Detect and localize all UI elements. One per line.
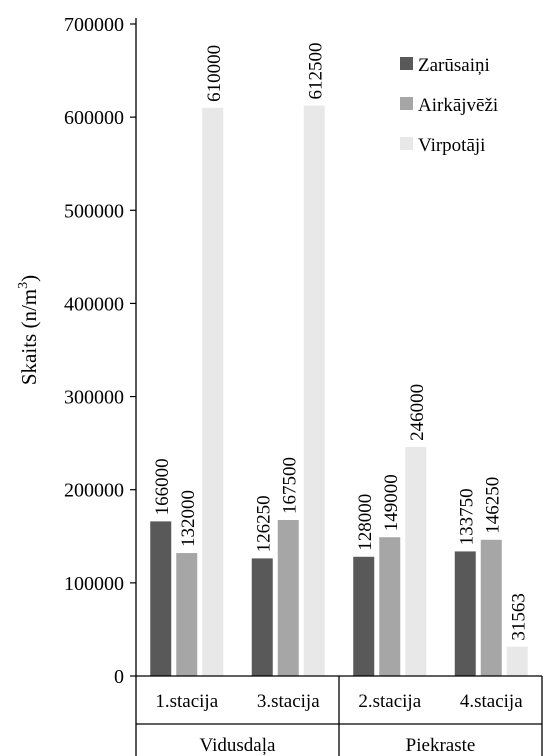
data-label: 133750 (456, 488, 477, 545)
x-category-layer: 1.stacija 3.stacija 2.stacija 4.stacija Vidu… (155, 691, 523, 756)
legend-entry: Zarūsaiņi (418, 55, 490, 76)
bar-3.stacija-Zarūsaiņi (251, 558, 273, 676)
data-label: 132000 (178, 490, 199, 547)
bar-2.stacija-Zarūsaiņi (353, 556, 375, 676)
x-tick-label: 1.stacija (155, 691, 218, 712)
y-tick-label: 0 (114, 666, 124, 688)
bar-1.stacija-Zarūsaiņi (150, 521, 172, 676)
data-label: 246000 (407, 384, 428, 441)
bars-layer (150, 105, 528, 677)
bar-2.stacija-Virpotāji (405, 446, 427, 676)
data-label: 166000 (152, 458, 173, 515)
x-tick-label: 2.stacija (358, 691, 421, 712)
data-label: 31563 (508, 593, 529, 641)
x-tick-label: 3.stacija (257, 691, 320, 712)
x-tick-label: 4.stacija (460, 691, 523, 712)
y-tick-label: 400000 (64, 293, 124, 315)
legend-swatch (400, 137, 413, 150)
data-label: 146250 (482, 477, 503, 534)
y-tick-label: 300000 (64, 387, 124, 409)
y-axis-label: Skaits (n/m3) (16, 275, 41, 385)
legend-swatch (400, 57, 413, 70)
y-tick-label: 700000 (64, 14, 124, 36)
y-ticks-layer: 0 100000 200000 300000 400000 500000 600000 700… (64, 14, 136, 688)
bar-3.stacija-Virpotāji (303, 105, 325, 676)
y-tick-label: 100000 (64, 573, 124, 595)
y-tick-label: 200000 (64, 480, 124, 502)
y-axis-label-superscript: 3 (16, 282, 31, 289)
legend: Zarūsaiņi Airkājvēži Virpotāji (400, 55, 498, 156)
bar-4.stacija-Zarūsaiņi (454, 551, 476, 676)
bar-4.stacija-Virpotāji (506, 646, 528, 676)
y-tick-label: 600000 (64, 107, 124, 129)
legend-swatch (400, 97, 413, 110)
data-label: 149000 (381, 474, 402, 531)
y-tick-label: 500000 (64, 200, 124, 222)
bar-1.stacija-Airkājvēži (176, 553, 198, 676)
data-label: 128000 (355, 494, 376, 551)
legend-entry: Virpotāji (418, 135, 485, 156)
axes-layer (135, 18, 543, 756)
bar-2.stacija-Airkājvēži (379, 537, 401, 676)
legend-entry: Airkājvēži (418, 95, 498, 116)
x-group-label: Piekraste (406, 735, 476, 756)
bar-1.stacija-Virpotāji (202, 107, 224, 677)
bar-4.stacija-Airkājvēži (480, 539, 502, 676)
bar-3.stacija-Airkājvēži (277, 519, 299, 676)
x-group-label: Vidusdaļa (200, 735, 276, 756)
data-label: 167500 (279, 457, 300, 514)
y-axis-label-suffix: ) (17, 275, 41, 282)
data-label: 612500 (305, 43, 326, 100)
data-label: 610000 (204, 45, 225, 102)
data-label: 126250 (253, 495, 274, 552)
